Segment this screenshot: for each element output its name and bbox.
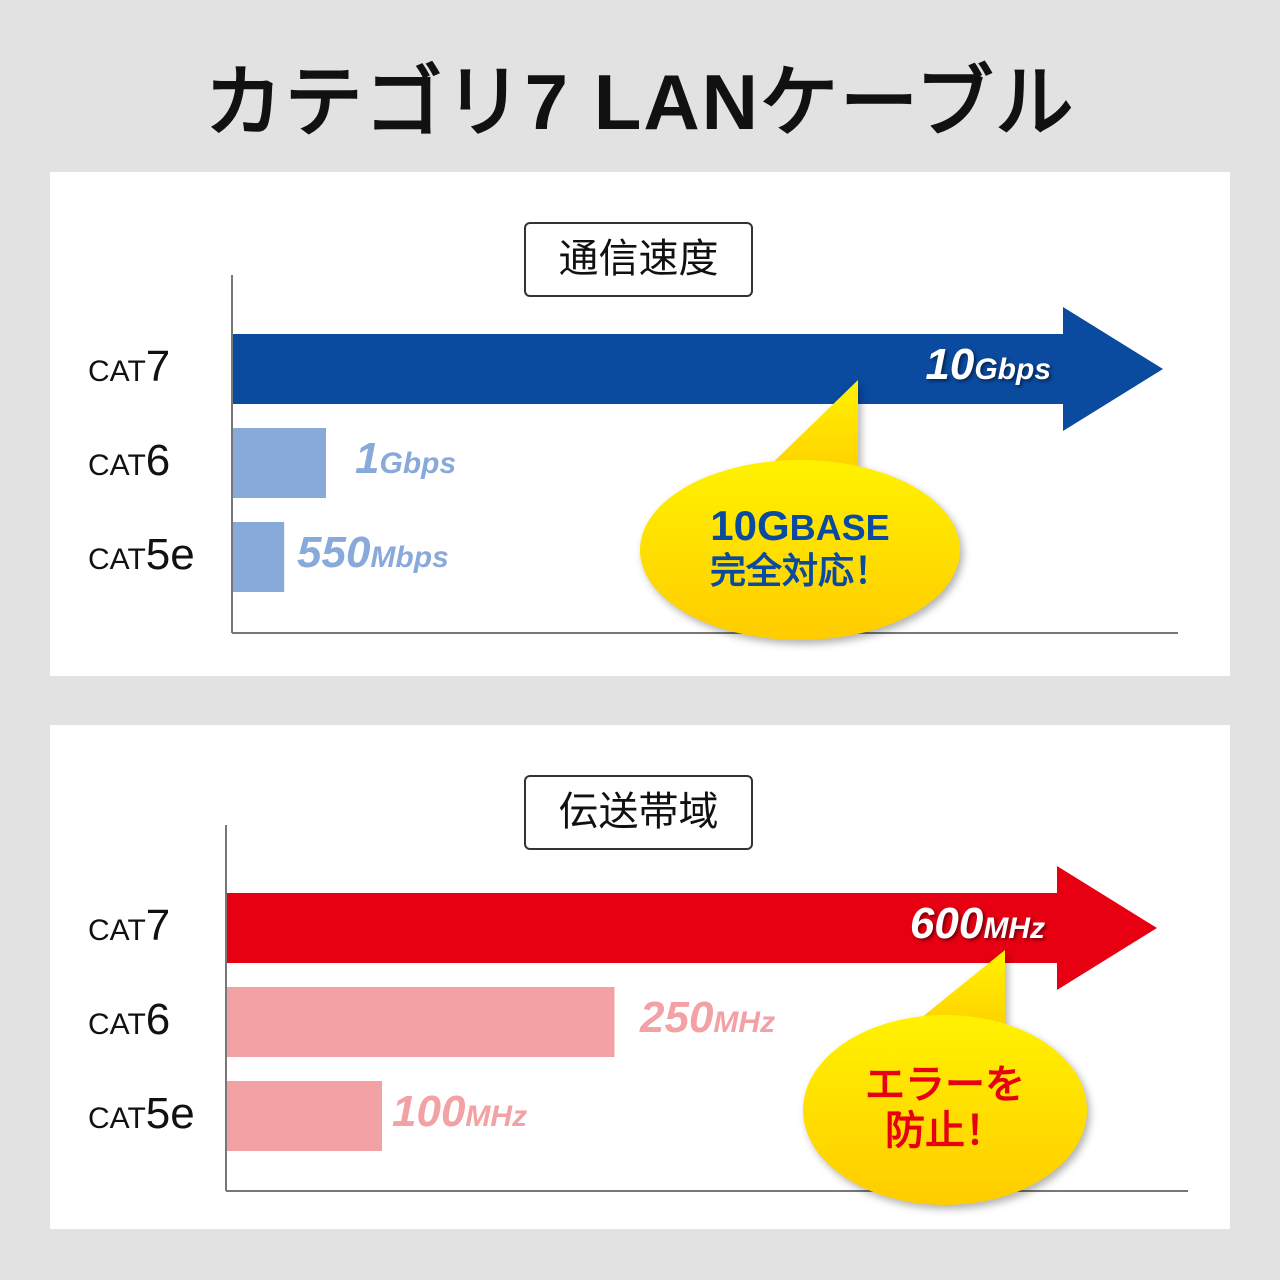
callout-line2: 防止！ [885, 1109, 1005, 1153]
category-label: CAT7 [88, 901, 170, 951]
chart-svg [231, 275, 1178, 640]
label-part: 7 [145, 342, 171, 391]
label-part: CAT [88, 355, 146, 388]
label-part: 600 [909, 899, 984, 948]
category-label: CAT6 [88, 995, 170, 1045]
bar-arrow-cat7 [233, 307, 1163, 431]
chart-svg [225, 825, 1188, 1205]
callout-ellipse [640, 460, 960, 640]
data-label: 250MHz [640, 993, 775, 1043]
label-part: 5e [145, 1089, 195, 1138]
label-part: 6 [145, 436, 171, 485]
chart-title: 通信速度 [524, 222, 753, 297]
callout-line2: 完全対応！ [709, 550, 890, 592]
category-label: CAT5e [88, 530, 195, 580]
category-label: CAT5e [88, 1089, 195, 1139]
label-part: Gbps [379, 447, 457, 480]
bar-cat5e [233, 522, 285, 592]
label-part: CAT [88, 914, 146, 947]
callout-bubble [803, 950, 1087, 1205]
label-part: 1 [355, 434, 380, 483]
speed-chart-panel: 通信速度 CAT7 10Gbps CAT6 1Gbps CAT5e 550Mbps 10GB… [50, 172, 1230, 676]
callout-line1: エラーを [865, 1063, 1025, 1107]
bar-cat5e [227, 1081, 382, 1151]
label-part: Gbps [974, 353, 1051, 386]
callout-text: 10GBASE 完全対応！ [640, 502, 960, 592]
label-part: 100 [392, 1087, 466, 1136]
label-part: 5e [145, 530, 195, 579]
label-part: MHz [713, 1006, 776, 1039]
page-title: カテゴリ7 LANケーブル [204, 58, 1076, 146]
label-part: 10 [925, 340, 975, 389]
data-label: 1Gbps [355, 434, 456, 484]
callout-line1: 10GBASE [640, 502, 960, 550]
label-part: 550 [297, 528, 371, 577]
callout-text: エラーを 防止！ [803, 1062, 1087, 1154]
label-part: CAT [88, 543, 146, 576]
label-part: BASE [789, 507, 890, 548]
bar-cat6 [227, 987, 615, 1057]
label-part: CAT [88, 1008, 146, 1041]
callout-bubble [640, 380, 960, 640]
label-part: CAT [88, 1102, 146, 1135]
label-part: 10G [710, 502, 790, 549]
label-part: CAT [88, 449, 146, 482]
data-label: 100MHz [392, 1087, 527, 1137]
label-part: 6 [145, 995, 171, 1044]
chart-title: 伝送帯域 [524, 775, 753, 850]
bar-arrow-cat7 [227, 866, 1157, 990]
category-label: CAT6 [88, 436, 170, 486]
data-label: 550Mbps [297, 528, 449, 578]
bandwidth-chart-panel: 伝送帯域 CAT7 600MHz CAT6 250MHz CAT5e 100MHz エラーを… [50, 725, 1230, 1229]
label-part: 7 [145, 901, 171, 950]
bar-cat6 [233, 428, 326, 498]
data-label: 10Gbps [925, 340, 1051, 390]
data-label: 600MHz [910, 899, 1045, 949]
label-part: MHz [983, 912, 1045, 945]
callout-ellipse [803, 1015, 1087, 1205]
label-part: 250 [640, 993, 714, 1042]
category-label: CAT7 [88, 342, 170, 392]
label-part: Mbps [370, 541, 449, 574]
callout-tail [755, 380, 858, 485]
label-part: MHz [465, 1100, 528, 1133]
